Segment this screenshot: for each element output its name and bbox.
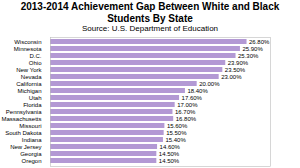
- svg-text:Pennsylvania: Pennsylvania: [6, 109, 42, 115]
- svg-text:20.00%: 20.00%: [199, 81, 220, 87]
- html-text:2013-2014 Achievement Gap Betw: 2013-2014 Achievement Gap Between White …: [20, 1, 280, 24]
- svg-text:14.50%: 14.50%: [159, 158, 180, 164]
- svg-text:15.40%: 15.40%: [165, 137, 186, 143]
- svg-text:15.60%: 15.60%: [167, 123, 188, 129]
- svg-text:Nevada: Nevada: [21, 74, 42, 80]
- svg-text:Minnesota: Minnesota: [14, 46, 42, 52]
- html-text:Source: U.S. Department of Edu: Source: U.S. Department of Education: [82, 24, 218, 33]
- svg-text:Oregon: Oregon: [21, 158, 41, 164]
- svg-text:17.00%: 17.00%: [177, 102, 198, 108]
- svg-text:17.60%: 17.60%: [182, 95, 203, 101]
- svg-text:Utah: Utah: [29, 95, 42, 101]
- svg-text:25.90%: 25.90%: [242, 46, 263, 52]
- svg-text:14.50%: 14.50%: [159, 151, 180, 157]
- svg-text:23.00%: 23.00%: [221, 74, 242, 80]
- svg-text:D.C.: D.C.: [30, 53, 42, 59]
- svg-text:South Dakota: South Dakota: [5, 130, 42, 136]
- svg-text:Massachusetts: Massachusetts: [1, 116, 41, 122]
- svg-text:Ohio: Ohio: [29, 60, 42, 66]
- svg-text:Indiana: Indiana: [22, 137, 42, 143]
- svg-text:16.80%: 16.80%: [176, 116, 197, 122]
- svg-text:26.80%: 26.80%: [249, 39, 270, 45]
- svg-text:New Jersey: New Jersey: [10, 144, 41, 150]
- svg-text:Wisconsin: Wisconsin: [14, 39, 41, 45]
- svg-text:15.50%: 15.50%: [166, 130, 187, 136]
- svg-text:16.70%: 16.70%: [175, 109, 196, 115]
- svg-text:Georgia: Georgia: [20, 151, 42, 157]
- svg-text:Florida: Florida: [23, 102, 42, 108]
- svg-text:18.40%: 18.40%: [187, 88, 208, 94]
- svg-text:California: California: [16, 81, 42, 87]
- svg-text:14.60%: 14.60%: [160, 144, 181, 150]
- svg-text:23.90%: 23.90%: [228, 60, 249, 66]
- svg-text:25.30%: 25.30%: [238, 53, 259, 59]
- svg-text:Missouri: Missouri: [19, 123, 41, 129]
- svg-text:23.50%: 23.50%: [225, 67, 246, 73]
- svg-text:New York: New York: [16, 67, 42, 73]
- svg-text:Michigan: Michigan: [17, 88, 41, 94]
